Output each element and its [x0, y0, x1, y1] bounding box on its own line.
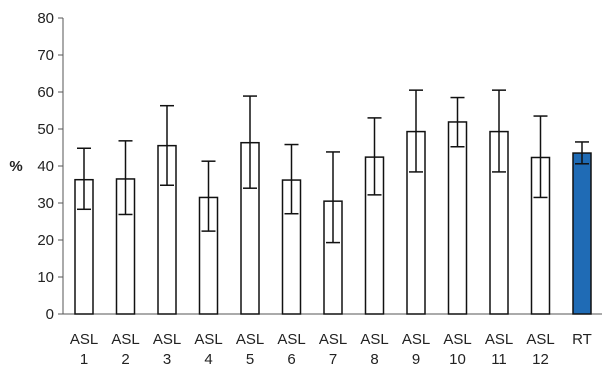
category-label-line2: 3 [163, 351, 171, 368]
y-tick-label: 80 [37, 10, 54, 27]
bar [572, 152, 592, 315]
category-label-line1: ASL [236, 331, 264, 348]
category-label-line2: 4 [204, 351, 212, 368]
y-tick-label: 30 [37, 195, 54, 212]
category-label-line1: ASL [194, 331, 222, 348]
category-label-line1: ASL [319, 331, 347, 348]
y-tick-label: 40 [37, 158, 54, 175]
category-label-line2: 7 [329, 351, 337, 368]
category-label-line1: ASL [70, 331, 98, 348]
category-labels: ASL 1 ASL 2 ASL 3 ASL 4 ASL 5 ASL 6 ASL 7 ASL 8 ASL 9 ASL 1… [70, 331, 592, 368]
category-label-line1: RT [572, 331, 592, 348]
y-axis: 0 10 20 30 40 50 60 70 80 [37, 10, 64, 323]
category-label-line2: 2 [121, 351, 129, 368]
category-label-line2: 11 [491, 351, 507, 368]
category-label-line1: ASL [526, 331, 554, 348]
category-label-line2: 12 [532, 351, 549, 368]
category-label-line2: 6 [287, 351, 295, 368]
y-tick-label: 10 [37, 269, 54, 286]
y-tick-label: 50 [37, 121, 54, 138]
y-tick-label: 70 [37, 47, 54, 64]
category-label-line2: 8 [370, 351, 378, 368]
bars [74, 121, 592, 315]
category-label-line2: 10 [449, 351, 466, 368]
category-label-line1: ASL [111, 331, 139, 348]
category-label-line1: ASL [277, 331, 305, 348]
category-label-line1: ASL [402, 331, 430, 348]
bar [447, 121, 468, 315]
category-label-line1: ASL [443, 331, 471, 348]
category-label-line1: ASL [485, 331, 513, 348]
category-label-line2: 1 [80, 351, 88, 368]
category-label-line2: 5 [246, 351, 254, 368]
category-label-line2: 9 [412, 351, 420, 368]
error-bars [77, 89, 589, 244]
y-tick-label: 60 [37, 84, 54, 101]
category-label-line1: ASL [360, 331, 388, 348]
y-tick-label: 20 [37, 232, 54, 249]
y-tick-label: 0 [46, 306, 54, 323]
y-axis-label: % [9, 158, 22, 175]
category-label-line1: ASL [153, 331, 181, 348]
